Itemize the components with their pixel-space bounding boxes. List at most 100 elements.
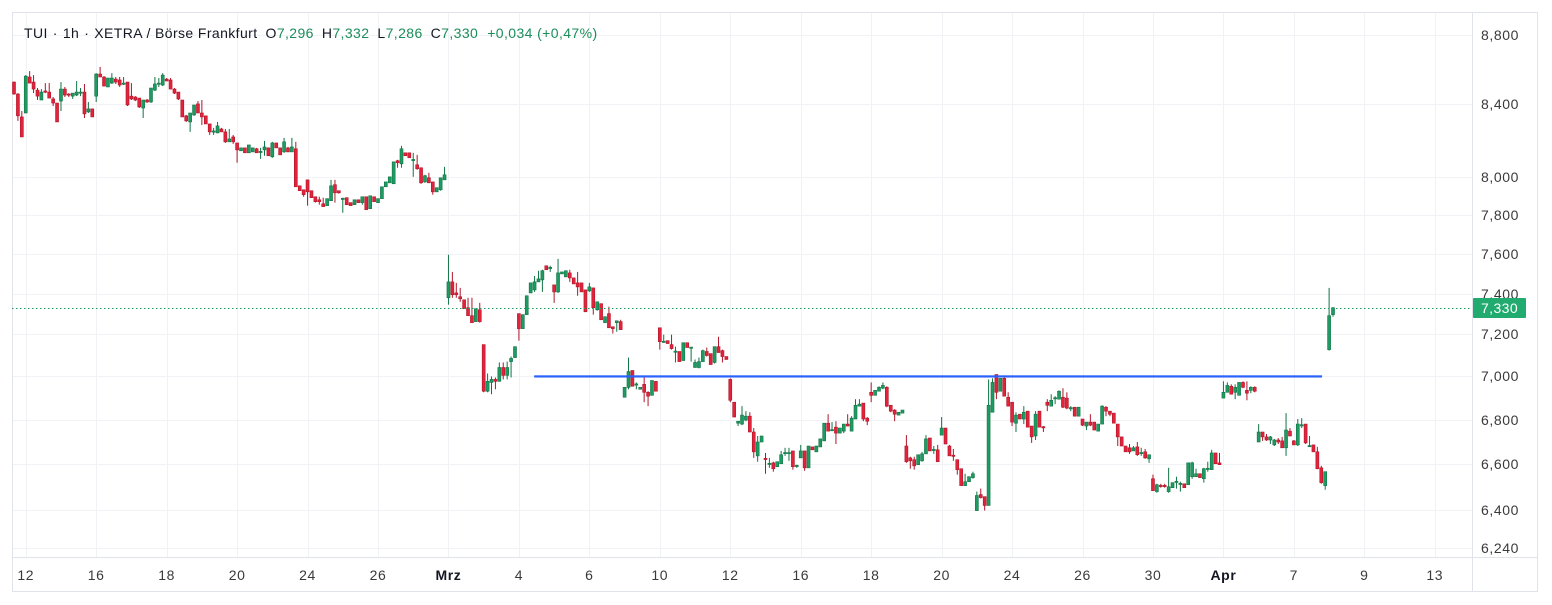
candle-body [1264,436,1269,441]
candle-down [951,448,956,461]
candle-body [317,199,322,202]
candle-up [188,112,192,132]
candles [12,66,1335,511]
candle-up [110,73,114,84]
candle-body [278,147,282,156]
candle-down [180,99,185,118]
chart-pane[interactable] [12,12,1472,557]
candle-up [1299,418,1304,429]
time-axis-label: 4 [514,567,524,583]
candle-up [1068,406,1073,412]
candle-body [802,450,807,469]
candle-body [556,272,560,293]
candle-down [12,81,16,95]
candle-up [1256,424,1261,443]
candle-down [708,353,713,365]
candle-body [528,282,533,294]
candle-body [1319,467,1324,483]
candle-body [305,179,310,193]
candle-body [1104,406,1108,412]
candle-body [1276,439,1281,443]
candle-body [521,314,525,329]
candle-body [474,308,478,322]
candle-up [380,186,384,199]
candle-down [1029,425,1034,443]
candle-body [344,197,349,206]
candle-body [708,353,713,365]
high-value: 7,332 [332,25,370,41]
candle-body [125,81,130,106]
candle-body [1327,315,1331,350]
candle-body [157,82,161,85]
close-value: 7,330 [441,25,479,41]
candle-body [1311,444,1316,453]
candle-body [1272,439,1277,446]
candle-body [1108,410,1112,415]
candle-body [274,142,279,149]
candle-body [12,81,16,95]
candle-body [724,356,729,360]
candle-body [701,350,705,362]
candle-body [493,379,498,382]
candle-body [243,147,247,154]
candle-up [384,181,388,188]
candle-body [1022,411,1026,420]
candle-body [1260,431,1265,438]
candle-down [1092,421,1097,431]
candle-body [348,202,353,206]
candle-down [200,100,204,126]
candle-body [896,411,901,416]
candle-down [591,287,596,315]
candle-up [1139,447,1144,456]
candle-down [333,179,337,203]
candle-body [959,468,963,486]
candle-up [900,409,905,414]
candle-down [654,381,658,392]
candle-body [55,102,59,123]
candle-body [90,108,95,118]
candle-body [294,148,298,188]
candle-up [227,128,232,143]
time-axis-label: 12 [17,567,35,583]
horizontal-line-drawing[interactable] [534,375,1323,378]
candle-body [47,91,52,99]
candle-up [1057,390,1061,400]
candle-up [1096,423,1100,432]
candle-body [1080,418,1085,426]
candle-up [329,179,333,202]
candle-down [599,303,603,321]
candle-body [857,403,862,407]
candle-down [1319,465,1324,484]
candle-down [677,351,682,362]
open-label: O [265,25,277,41]
candle-body [301,189,306,195]
candle-down [728,378,733,403]
candle-down [904,435,909,463]
candle-down [978,488,983,499]
candle-up [505,361,509,380]
candle-down [732,401,736,418]
candle-down [575,271,580,296]
candle-body [254,148,259,154]
candle-up [1022,406,1026,425]
candle-down [219,127,224,133]
candle-body [661,340,666,343]
candle-body [352,199,357,206]
candle-up [1249,386,1253,394]
candle-down [763,452,768,474]
candle-down [1045,399,1050,412]
candle-body [986,404,991,506]
candle-down [235,142,239,163]
time-axis-label: 10 [651,567,669,583]
candle-body [1076,406,1081,417]
candle-body [748,415,752,433]
time-axis-label: 26 [1074,567,1091,583]
candle-body [963,481,967,486]
candle-up [787,447,791,461]
candle-body [1123,445,1128,453]
candle-body [145,99,149,103]
candle-body [881,385,885,389]
price-axis[interactable] [1472,12,1538,557]
candle-up [779,450,783,465]
candle-body [1174,480,1179,483]
